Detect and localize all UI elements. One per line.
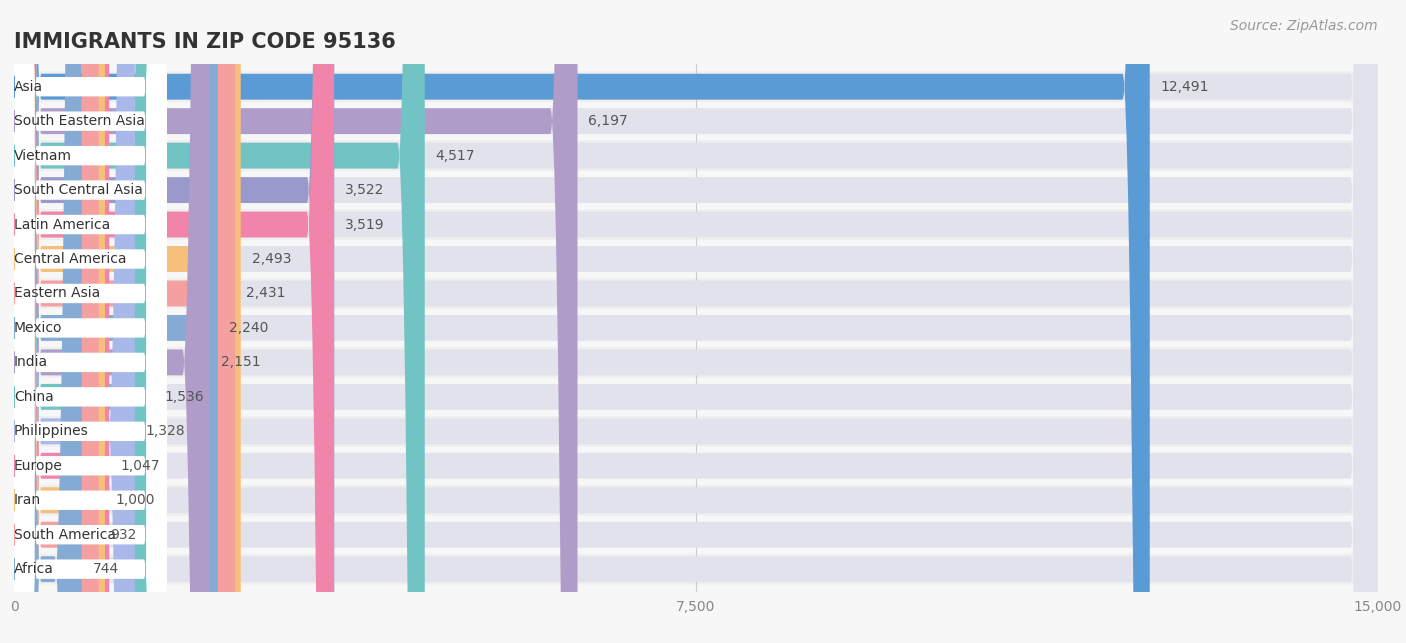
Text: 2,151: 2,151 <box>221 356 260 369</box>
FancyBboxPatch shape <box>14 0 1150 643</box>
FancyBboxPatch shape <box>14 0 1378 643</box>
FancyBboxPatch shape <box>14 554 1378 584</box>
Text: Philippines: Philippines <box>14 424 89 439</box>
Text: 3,522: 3,522 <box>346 183 385 197</box>
FancyBboxPatch shape <box>14 520 1378 550</box>
FancyBboxPatch shape <box>14 244 1378 275</box>
FancyBboxPatch shape <box>14 0 335 643</box>
Text: 932: 932 <box>110 528 136 541</box>
FancyBboxPatch shape <box>14 209 1378 240</box>
FancyBboxPatch shape <box>14 0 1378 643</box>
Text: 1,328: 1,328 <box>146 424 186 439</box>
Text: 744: 744 <box>93 562 120 576</box>
Text: 2,493: 2,493 <box>252 252 291 266</box>
FancyBboxPatch shape <box>14 0 1378 643</box>
Text: China: China <box>14 390 53 404</box>
FancyBboxPatch shape <box>14 0 167 643</box>
FancyBboxPatch shape <box>14 0 167 643</box>
FancyBboxPatch shape <box>14 0 167 643</box>
FancyBboxPatch shape <box>14 278 1378 309</box>
FancyBboxPatch shape <box>14 0 167 643</box>
Text: 4,517: 4,517 <box>436 149 475 163</box>
FancyBboxPatch shape <box>14 0 1378 643</box>
FancyBboxPatch shape <box>14 0 167 643</box>
Text: Vietnam: Vietnam <box>14 149 72 163</box>
FancyBboxPatch shape <box>14 0 425 643</box>
Text: 1,000: 1,000 <box>115 493 156 507</box>
FancyBboxPatch shape <box>14 0 167 643</box>
FancyBboxPatch shape <box>14 0 1378 643</box>
FancyBboxPatch shape <box>14 0 1378 643</box>
FancyBboxPatch shape <box>14 0 1378 643</box>
Text: 6,197: 6,197 <box>588 114 628 128</box>
FancyBboxPatch shape <box>14 0 240 643</box>
FancyBboxPatch shape <box>14 175 1378 205</box>
Text: South Eastern Asia: South Eastern Asia <box>14 114 145 128</box>
FancyBboxPatch shape <box>14 0 1378 643</box>
Text: 2,240: 2,240 <box>229 321 269 335</box>
Text: Eastern Asia: Eastern Asia <box>14 287 100 300</box>
FancyBboxPatch shape <box>14 0 167 643</box>
Text: South America: South America <box>14 528 117 541</box>
Text: Latin America: Latin America <box>14 217 110 231</box>
FancyBboxPatch shape <box>14 106 1378 136</box>
Text: Iran: Iran <box>14 493 41 507</box>
FancyBboxPatch shape <box>14 0 235 643</box>
Text: Central America: Central America <box>14 252 127 266</box>
FancyBboxPatch shape <box>14 0 1378 643</box>
Text: Mexico: Mexico <box>14 321 63 335</box>
FancyBboxPatch shape <box>14 0 153 643</box>
Text: Source: ZipAtlas.com: Source: ZipAtlas.com <box>1230 19 1378 33</box>
FancyBboxPatch shape <box>14 0 1378 643</box>
Text: 12,491: 12,491 <box>1161 80 1209 94</box>
FancyBboxPatch shape <box>14 347 1378 377</box>
Text: IMMIGRANTS IN ZIP CODE 95136: IMMIGRANTS IN ZIP CODE 95136 <box>14 32 396 51</box>
FancyBboxPatch shape <box>14 0 105 643</box>
Text: Asia: Asia <box>14 80 44 94</box>
FancyBboxPatch shape <box>14 0 1378 643</box>
Text: India: India <box>14 356 48 369</box>
FancyBboxPatch shape <box>14 0 335 643</box>
FancyBboxPatch shape <box>14 0 578 643</box>
FancyBboxPatch shape <box>14 0 167 643</box>
Text: South Central Asia: South Central Asia <box>14 183 143 197</box>
Text: 1,047: 1,047 <box>120 458 160 473</box>
Text: Africa: Africa <box>14 562 53 576</box>
FancyBboxPatch shape <box>14 312 1378 343</box>
FancyBboxPatch shape <box>14 0 167 643</box>
FancyBboxPatch shape <box>14 0 167 643</box>
FancyBboxPatch shape <box>14 451 1378 481</box>
FancyBboxPatch shape <box>14 0 1378 643</box>
Text: Europe: Europe <box>14 458 63 473</box>
FancyBboxPatch shape <box>14 0 1378 643</box>
FancyBboxPatch shape <box>14 0 167 643</box>
FancyBboxPatch shape <box>14 0 1378 643</box>
FancyBboxPatch shape <box>14 0 167 643</box>
FancyBboxPatch shape <box>14 71 1378 102</box>
FancyBboxPatch shape <box>14 485 1378 516</box>
Text: 3,519: 3,519 <box>344 217 385 231</box>
FancyBboxPatch shape <box>14 0 110 643</box>
FancyBboxPatch shape <box>14 0 167 643</box>
FancyBboxPatch shape <box>14 0 82 643</box>
FancyBboxPatch shape <box>14 0 167 643</box>
FancyBboxPatch shape <box>14 0 135 643</box>
FancyBboxPatch shape <box>14 0 218 643</box>
FancyBboxPatch shape <box>14 0 167 643</box>
Text: 1,536: 1,536 <box>165 390 204 404</box>
Text: 2,431: 2,431 <box>246 287 285 300</box>
FancyBboxPatch shape <box>14 0 98 643</box>
FancyBboxPatch shape <box>14 140 1378 171</box>
FancyBboxPatch shape <box>14 0 1378 643</box>
FancyBboxPatch shape <box>14 416 1378 447</box>
FancyBboxPatch shape <box>14 381 1378 412</box>
FancyBboxPatch shape <box>14 0 209 643</box>
